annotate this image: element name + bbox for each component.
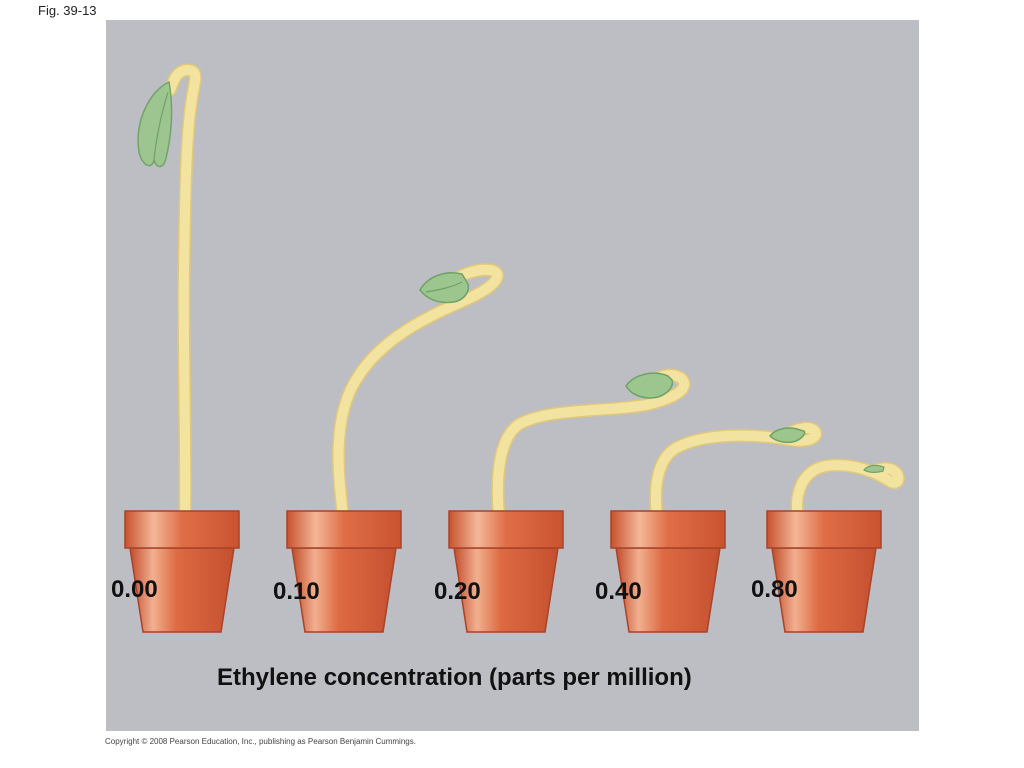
concentration-label-3: 0.40 (595, 578, 642, 605)
pot-rim (766, 510, 882, 549)
pot-rim (448, 510, 564, 549)
seedling-0 (137, 63, 202, 523)
seedling-diagram: 0.00 0.10 0.20 0.40 0.80 Ethylene concen… (106, 20, 919, 731)
copyright-notice: Copyright © 2008 Pearson Education, Inc.… (105, 737, 416, 746)
stem (792, 460, 904, 521)
pot-rim (286, 510, 402, 549)
flower-pot-icon (124, 510, 240, 633)
concentration-label-0: 0.00 (111, 576, 158, 603)
concentration-label-2: 0.20 (434, 578, 481, 605)
seed-leaf (863, 464, 885, 473)
seedling-1 (332, 263, 504, 523)
concentration-label-1: 0.10 (273, 578, 320, 605)
figure-label: Fig. 39-13 (38, 3, 97, 18)
pots (124, 510, 882, 633)
pot-rim (124, 510, 240, 549)
flower-pot-icon (286, 510, 402, 633)
stem (492, 369, 689, 521)
seed-leaf (769, 427, 806, 444)
diagram-panel: 0.00 0.10 0.20 0.40 0.80 Ethylene concen… (106, 20, 919, 731)
seedling-3 (649, 421, 823, 523)
flower-pot-icon (610, 510, 726, 633)
seedling-2 (491, 368, 691, 523)
stem (333, 264, 503, 521)
flower-pot-icon (766, 510, 882, 633)
pot-rim (610, 510, 726, 549)
flower-pot-icon (448, 510, 564, 633)
seed-leaf (137, 80, 173, 168)
diagram-caption: Ethylene concentration (parts per millio… (217, 664, 692, 691)
seed-leaf (625, 372, 674, 399)
stem (165, 64, 201, 521)
concentration-label-4: 0.80 (751, 576, 798, 603)
seedling-4 (790, 458, 905, 523)
